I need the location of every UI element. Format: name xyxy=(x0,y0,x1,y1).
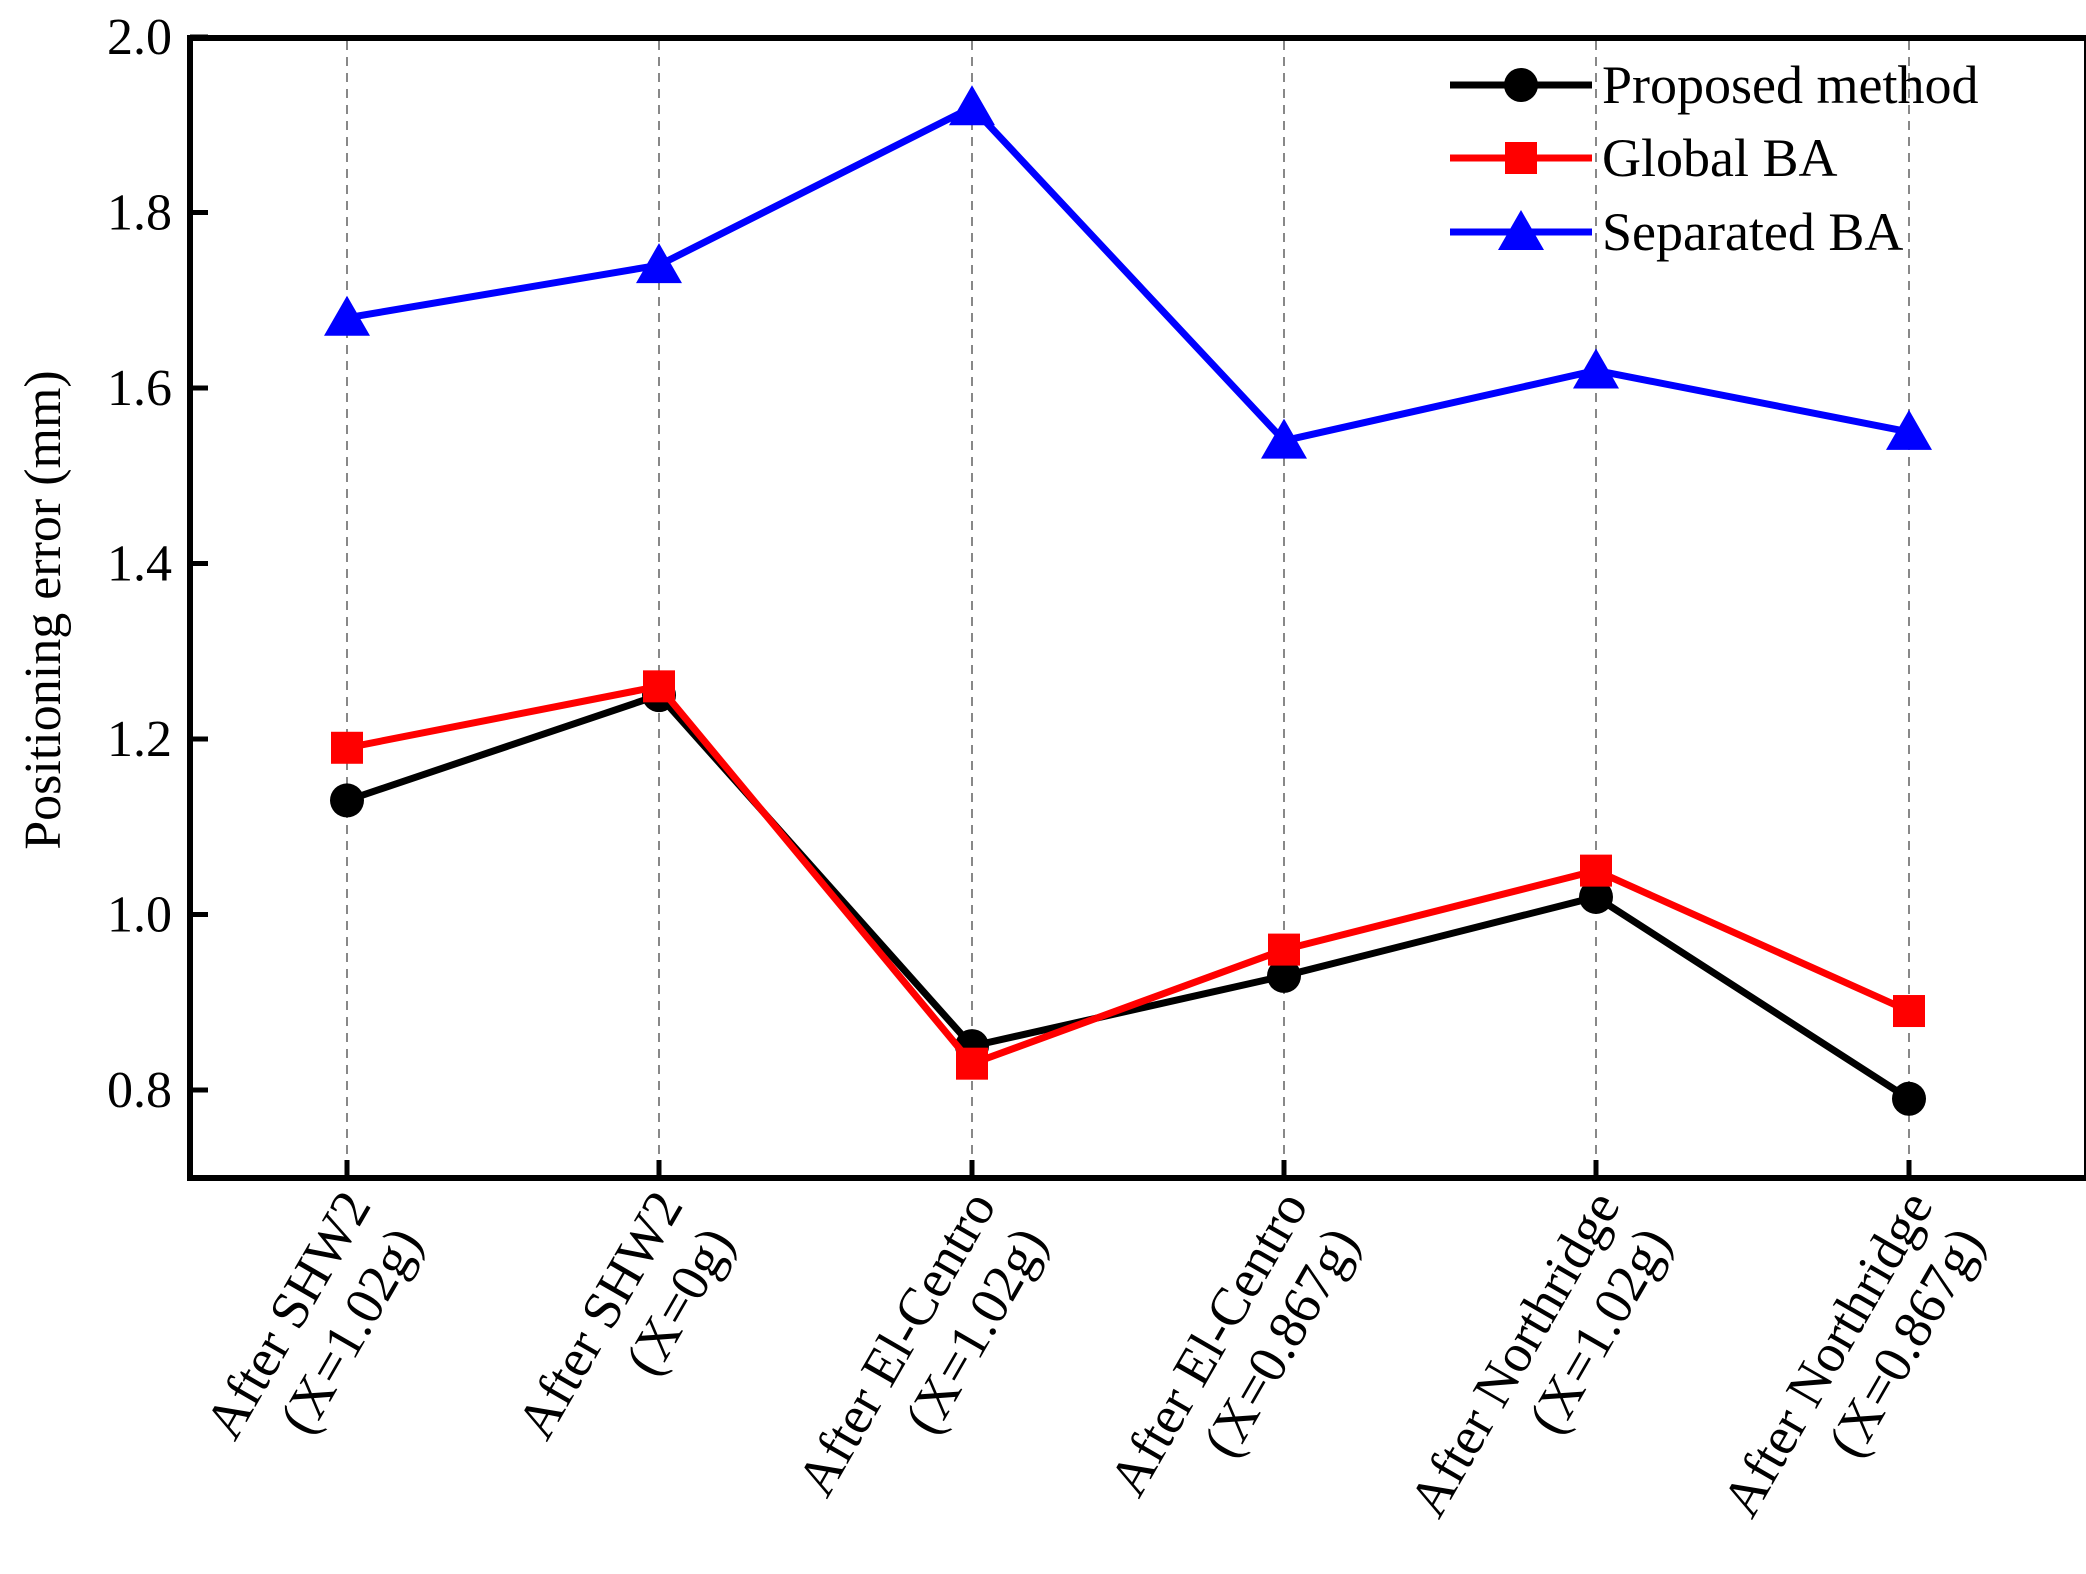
series-layer xyxy=(324,85,1932,1116)
x-category-label-2: After SHW2(X=0g) xyxy=(505,1181,745,1449)
y-tick-label: 1.6 xyxy=(107,360,172,417)
legend-label: Proposed method xyxy=(1602,55,1978,115)
point-global-ba-6 xyxy=(1893,995,1925,1028)
point-proposed-method-5 xyxy=(1579,879,1613,914)
series-line-separated-ba xyxy=(346,103,1910,445)
legend-marker xyxy=(1498,210,1544,250)
y-tick-label: 1.4 xyxy=(107,536,172,593)
series-line-proposed-method xyxy=(345,691,1911,1102)
plot-frame xyxy=(187,35,2086,1181)
y-tick-label: 2.0 xyxy=(107,9,172,66)
series-line-global-ba xyxy=(346,682,1911,1068)
y-axis-title: Positioning error (mm) xyxy=(15,370,72,850)
x-category-label-1: After SHW2(X=1.02g) xyxy=(193,1181,433,1449)
point-separated-ba-3 xyxy=(949,85,995,126)
legend-marker xyxy=(1504,68,1538,102)
series-separated-ba xyxy=(324,85,1932,459)
point-separated-ba-6 xyxy=(1886,409,1932,450)
legend-label: Global BA xyxy=(1602,128,1838,188)
legend-marker xyxy=(1505,142,1537,174)
y-tick-label: 0.8 xyxy=(107,1062,172,1119)
legend-item-global-ba: Global BA xyxy=(1450,128,1838,188)
legend-item-separated-ba: Separated BA xyxy=(1450,202,1903,262)
point-global-ba-1 xyxy=(331,731,363,764)
y-tick-label: 1.0 xyxy=(107,887,172,944)
point-proposed-method-4 xyxy=(1267,958,1301,993)
point-global-ba-4 xyxy=(1268,933,1300,966)
legend-item-proposed-method: Proposed method xyxy=(1450,55,1978,115)
point-separated-ba-5 xyxy=(1573,348,1619,389)
legend: Proposed method Global BA Separated BA xyxy=(1450,55,1978,262)
y-tick-label: 1.2 xyxy=(107,711,172,768)
x-category-label-3: After El-Centro(X=1.02g) xyxy=(785,1181,1058,1506)
point-separated-ba-1 xyxy=(324,295,370,336)
point-proposed-method-1 xyxy=(330,783,364,818)
point-global-ba-3 xyxy=(956,1047,988,1080)
point-proposed-method-6 xyxy=(1892,1081,1926,1116)
point-global-ba-5 xyxy=(1580,854,1612,887)
x-category-label-5: After Northridge(X=1.02g) xyxy=(1397,1181,1682,1527)
point-global-ba-2 xyxy=(643,670,675,703)
series-proposed-method xyxy=(330,678,1926,1116)
point-separated-ba-4 xyxy=(1261,418,1307,459)
x-category-label-4: After El-Centro(X=0.867g) xyxy=(1097,1181,1370,1506)
legend-label: Separated BA xyxy=(1602,202,1903,262)
y-tick-label: 1.8 xyxy=(107,185,172,242)
point-separated-ba-2 xyxy=(636,243,682,284)
series-global-ba xyxy=(331,670,1925,1080)
x-category-label-6: After Northridge(X=0.867g) xyxy=(1710,1181,1995,1527)
